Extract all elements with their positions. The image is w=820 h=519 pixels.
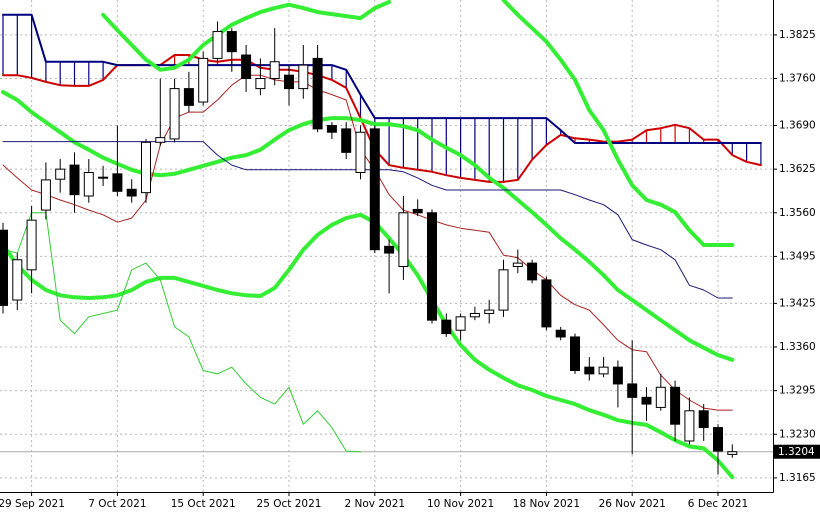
x-tick-label: 25 Oct 2021	[257, 498, 322, 510]
candle-body	[83, 172, 94, 197]
candle-body	[55, 168, 66, 180]
candle-body	[183, 88, 194, 106]
candle-body	[541, 279, 552, 328]
y-tick-label: 1.3230	[779, 428, 816, 440]
y-tick-label: 1.3625	[779, 163, 816, 175]
candle-body	[584, 366, 595, 375]
candle-body	[598, 366, 609, 375]
y-tick-label: 1.3560	[779, 207, 816, 219]
candle-body	[226, 31, 237, 53]
x-tick-label: 15 Oct 2021	[171, 498, 236, 510]
candle-body	[412, 208, 423, 214]
x-tick-label: 2 Nov 2021	[345, 498, 406, 510]
x-tick-label: 10 Nov 2021	[427, 498, 494, 510]
x-tick-label: 7 Oct 2021	[88, 498, 146, 510]
candle-body	[141, 141, 151, 194]
indicator-line	[1, 212, 735, 480]
candle-body	[40, 179, 51, 211]
candle-body	[98, 176, 109, 179]
x-tick-label: 29 Sep 2021	[0, 498, 65, 510]
candle-body	[155, 137, 166, 143]
candle-body	[641, 396, 652, 405]
candle-body	[469, 312, 480, 318]
candle-body	[727, 451, 738, 455]
candle-body	[169, 88, 180, 140]
x-tick-label: 26 Nov 2021	[599, 498, 666, 510]
candle-body	[555, 329, 566, 338]
y-tick-label: 1.3495	[779, 250, 816, 262]
y-tick-label: 1.3825	[779, 29, 816, 41]
candle-body	[126, 188, 137, 197]
candle-body	[455, 316, 466, 331]
candle-body	[527, 262, 538, 281]
candle-body	[312, 57, 323, 130]
candle-body	[698, 410, 709, 429]
candle-body	[384, 245, 395, 254]
indicator-line	[2, 74, 733, 411]
candle-body	[369, 128, 380, 251]
candle-body	[355, 131, 366, 174]
candle-body	[298, 64, 309, 90]
y-tick-label: 1.3425	[779, 297, 816, 309]
candle-body	[12, 259, 23, 301]
candle-body	[0, 229, 8, 306]
candle-body	[570, 336, 580, 372]
candle-body	[284, 74, 294, 90]
candle-body	[241, 54, 252, 80]
candle-body	[684, 410, 695, 442]
candle-body	[512, 262, 523, 267]
candle-body	[398, 212, 409, 267]
candle-body	[498, 269, 509, 311]
candle-body	[198, 57, 209, 103]
y-tick-label: 1.3760	[779, 73, 816, 85]
candle-body	[269, 61, 280, 80]
indicator-line	[1, 90, 735, 362]
x-tick-label: 18 Nov 2021	[513, 498, 580, 510]
indicator-line	[2, 13, 762, 144]
y-tick-label: 1.3165	[779, 472, 816, 484]
candle-body	[212, 31, 223, 59]
x-tick-label: 6 Dec 2021	[688, 498, 748, 510]
candle-body	[427, 212, 437, 321]
candle-body	[112, 173, 123, 192]
candle-body	[69, 164, 80, 196]
candle-body	[713, 427, 723, 452]
overlays	[1, 0, 762, 480]
last-price-box	[774, 444, 820, 459]
candle-body	[484, 309, 495, 314]
candle-body	[26, 219, 37, 271]
candle-body	[326, 125, 337, 133]
y-tick-label: 1.3295	[779, 385, 816, 397]
candle-body	[341, 128, 352, 153]
candle-body	[612, 366, 623, 385]
indicator-line	[2, 212, 361, 453]
candle-body	[655, 386, 666, 408]
candle-body	[627, 383, 638, 398]
y-tick-label: 1.3360	[779, 341, 816, 353]
y-tick-label: 1.3690	[779, 120, 816, 132]
last-price-label: 1.3204	[778, 446, 815, 458]
indicator-line	[2, 141, 733, 299]
candle-body	[255, 78, 266, 90]
candle-body	[670, 386, 681, 425]
candle-body	[441, 319, 452, 335]
indicator-line	[101, 0, 735, 247]
candles	[0, 21, 738, 475]
